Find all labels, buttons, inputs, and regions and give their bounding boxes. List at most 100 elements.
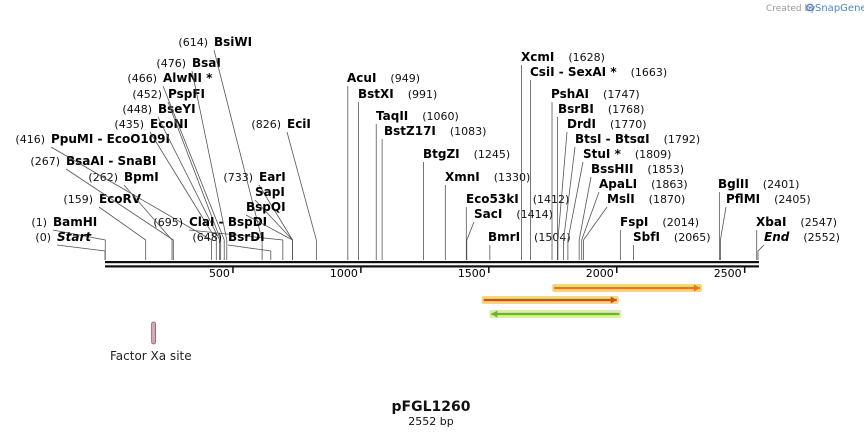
site-name: AcuI	[347, 71, 376, 85]
site-pflmi: PflMI (2405)	[719, 192, 811, 260]
site-name: BtsI - BtsαI	[575, 132, 650, 146]
arrow-left-icon	[491, 310, 498, 318]
site-name: ClaI - BspDI	[189, 215, 267, 229]
site-name: EarI	[259, 170, 286, 184]
arrow-right-icon	[693, 284, 700, 292]
site-taqii: TaqII (1060)	[375, 109, 459, 260]
site-ppumi: PpuMI - EcoO109I (416)	[15, 132, 212, 260]
site-position: (1060)	[422, 110, 459, 123]
site-leader-line	[98, 206, 147, 260]
features	[481, 284, 702, 318]
site-ecii: EciI (826)	[251, 117, 317, 260]
site-position: (448)	[122, 103, 152, 116]
site-position: (1853)	[647, 163, 684, 176]
axis-ticks: 500 1000 1500 2000 2500	[209, 267, 746, 280]
axis-tick-label: 1000	[330, 267, 358, 280]
site-btsi: BtsI - BtsαI (1792)	[563, 132, 701, 260]
site-name: XmnI	[445, 170, 480, 184]
site-bsshii: BssHII (1853)	[578, 162, 684, 260]
site-position: (2401)	[763, 178, 800, 191]
site-name: BglII	[718, 177, 749, 191]
site-stui: StuI * (1809)	[567, 147, 672, 260]
site-xcmi: XcmI (1628)	[521, 50, 605, 260]
site-leader-line	[50, 146, 212, 260]
site-name: BsrDI	[228, 230, 265, 244]
site-position: (2405)	[774, 193, 811, 206]
site-bsrdi: BsrDI (648)	[192, 230, 272, 260]
site-name: FspI	[620, 215, 648, 229]
site-name: Eco53kI	[466, 192, 519, 206]
site-name: ApaLI	[599, 177, 637, 191]
factor-xa-marker	[151, 321, 157, 345]
site-leader-line	[581, 191, 600, 260]
site-name: AlwNI *	[163, 71, 213, 85]
site-position: (1792)	[664, 133, 701, 146]
site-leader-line	[567, 161, 584, 260]
site-sbfi: SbfI (2065)	[632, 230, 711, 260]
site-leader-line	[578, 176, 592, 260]
site-bamhi: BamHI (1)	[31, 215, 106, 260]
axis-tick-label: 1500	[458, 267, 486, 280]
site-position: (0)	[35, 231, 51, 244]
site-position: (991)	[408, 88, 438, 101]
site-bglii: BglII (2401)	[718, 177, 799, 260]
site-position: (2065)	[674, 231, 711, 244]
site-name: TaqII	[376, 109, 408, 123]
site-bstxi: BstXI (991)	[358, 87, 437, 260]
site-name: EciI	[287, 117, 311, 131]
brand-name: SnapGene	[815, 3, 864, 14]
site-pspfi: PspFI (452)	[132, 87, 222, 260]
site-position: (1863)	[651, 178, 688, 191]
site-leader-line	[227, 244, 272, 260]
site-leader-line	[167, 101, 222, 260]
site-leader-line	[162, 85, 225, 260]
site-name: Start	[57, 230, 92, 244]
site-position: (267)	[30, 155, 60, 168]
site-position: (733)	[223, 171, 253, 184]
site-name: BsiWI	[214, 35, 252, 49]
site-leader-line	[557, 131, 568, 260]
site-bseyi: BseYI (448)	[122, 102, 221, 260]
site-name: BseYI	[158, 102, 196, 116]
site-clai: ClaI - BspDI (695)	[153, 215, 284, 260]
factor-xa-label: Factor Xa site	[110, 349, 192, 363]
site-position: (1809)	[635, 148, 672, 161]
site-position: (2014)	[662, 216, 699, 229]
site-leader-line	[286, 131, 317, 260]
site-name: BamHI	[53, 215, 97, 229]
site-position: (1)	[31, 216, 47, 229]
site-position: (1628)	[568, 51, 605, 64]
site-name: PspFI	[168, 87, 205, 101]
site-position: (1412)	[533, 193, 570, 206]
site-end: End (2552)	[757, 230, 840, 260]
site-position: (476)	[156, 57, 186, 70]
site-acui: AcuI (949)	[347, 71, 420, 260]
site-leader-line	[213, 49, 263, 260]
site-position: (1330)	[494, 171, 531, 184]
arrow-right-icon	[610, 296, 617, 304]
credit-text: Created by	[766, 4, 816, 14]
site-position: (648)	[192, 231, 222, 244]
site-leader-line	[56, 244, 106, 260]
site-name: BsaAI - SnaBI	[66, 154, 156, 168]
site-name: End	[764, 230, 790, 244]
site-position: (614)	[178, 36, 208, 49]
site-leader-line	[157, 116, 221, 260]
site-name: XbaI	[756, 215, 786, 229]
site-leader-line	[719, 206, 727, 260]
site-name: BspQI	[246, 200, 286, 214]
snapgene-logo-icon	[806, 3, 814, 12]
site-name: SacI	[474, 207, 502, 221]
site-position: (1663)	[631, 66, 668, 79]
site-position: (1414)	[516, 208, 553, 221]
site-leader-line	[757, 244, 765, 260]
site-bspqi: BspQI	[245, 200, 293, 260]
backbone	[105, 261, 759, 268]
site-position: (2547)	[800, 216, 837, 229]
axis-tick-label: 2500	[714, 267, 742, 280]
site-bpmi: BpmI(262)	[88, 170, 173, 260]
axis-tick-label: 500	[209, 267, 230, 280]
site-name: PshAI	[551, 87, 589, 101]
site-leader-line	[563, 146, 576, 260]
site-leader-line	[191, 70, 228, 260]
